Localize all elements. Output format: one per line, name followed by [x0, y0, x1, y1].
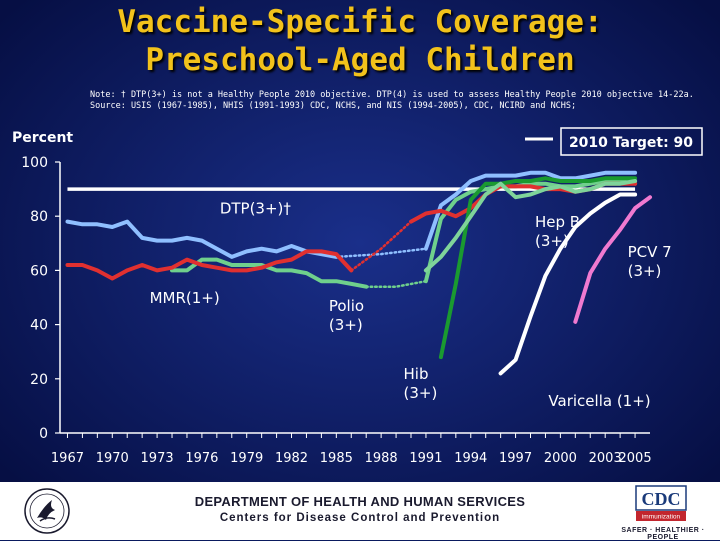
x-tick-label: 2005: [619, 451, 652, 466]
cdc-immunization-badge: immunization: [642, 514, 681, 521]
x-tick-label: 1970: [96, 451, 129, 466]
y-tick-label: 0: [39, 426, 48, 442]
footer-bar: DEPARTMENT OF HEALTH AND HUMAN SERVICES …: [0, 482, 720, 541]
series-label: PCV 7 (3+): [628, 243, 672, 280]
note-line-1: Note: † DTP(3+) is not a Healthy People …: [90, 90, 694, 100]
y-tick-label: 100: [21, 155, 48, 171]
x-tick-label: 1973: [141, 451, 174, 466]
series-line: [423, 179, 638, 273]
series-line: [498, 192, 638, 376]
x-tick-label: 1994: [454, 451, 487, 466]
x-tick-label: 1997: [499, 451, 532, 466]
series-3: [438, 176, 638, 360]
x-tick-label: 1967: [51, 451, 84, 466]
series-6: [573, 195, 652, 324]
cdc-tagline: SAFER · HEALTHIER · PEOPLE: [621, 527, 705, 541]
hhs-eagle-icon: [24, 488, 70, 534]
series-line: [573, 195, 652, 324]
series-label: Polio (3+): [329, 297, 364, 334]
series-line: [335, 247, 428, 259]
target-legend-box: [560, 127, 703, 156]
series-label: MMR(1+): [150, 289, 220, 307]
series-labels: DTP(3+)† MMR(1+) Polio (3+) Hib (3+) Hep B (3+)…: [150, 199, 672, 409]
slide-title-line-2: Preschool-Aged Children: [145, 42, 575, 78]
slide-title-line-1: Vaccine-Specific Coverage:: [117, 4, 603, 40]
source-line: Source: USIS (1967-1985), NHIS (1991-199…: [90, 101, 577, 111]
x-tick-label: 2003: [589, 451, 622, 466]
series-line: [423, 179, 638, 284]
series-line: [364, 279, 428, 288]
centers-name: Centers for Disease Control and Preventi…: [219, 512, 501, 524]
series-4: [423, 179, 638, 273]
series-label: Varicella (1+): [548, 392, 650, 410]
series-label: Hib (3+): [404, 365, 438, 402]
series-label: DTP(3+)†: [220, 199, 292, 217]
x-tick-label: 1979: [230, 451, 263, 466]
x-tick-label: 1976: [185, 451, 218, 466]
y-tick-label: 60: [30, 263, 48, 279]
x-tick-label: 1991: [409, 451, 442, 466]
target-legend-label: 2010 Target: 90: [569, 135, 693, 151]
series-layer: [65, 170, 652, 376]
y-axis-title: Percent: [12, 130, 73, 146]
x-tick-label: 2000: [544, 451, 577, 466]
cdc-logo-text: CDC: [642, 489, 681, 509]
chart-axes: 0 20 40 60 80 100 1967 1970 1973 1976 1979 1982 1985…: [12, 130, 652, 466]
y-tick-label: 80: [30, 209, 48, 225]
x-tick-label: 1988: [365, 451, 398, 466]
y-tick-label: 20: [30, 372, 48, 388]
series-line: [170, 257, 369, 289]
x-tick-label: 1985: [320, 451, 353, 466]
series-1: [170, 179, 638, 289]
series-line: [438, 176, 638, 360]
series-line: [423, 170, 638, 251]
x-tick-label: 1982: [275, 451, 308, 466]
series-label: Hep B (3+): [535, 213, 580, 250]
series-line: [65, 249, 354, 281]
series-line: [65, 219, 339, 259]
y-tick-label: 40: [30, 318, 48, 334]
series-0: [65, 170, 638, 259]
series-line: [350, 220, 413, 272]
department-name: DEPARTMENT OF HEALTH AND HUMAN SERVICES: [194, 494, 526, 509]
cdc-logo: CDC immunization: [635, 485, 687, 521]
series-5: [498, 192, 638, 376]
